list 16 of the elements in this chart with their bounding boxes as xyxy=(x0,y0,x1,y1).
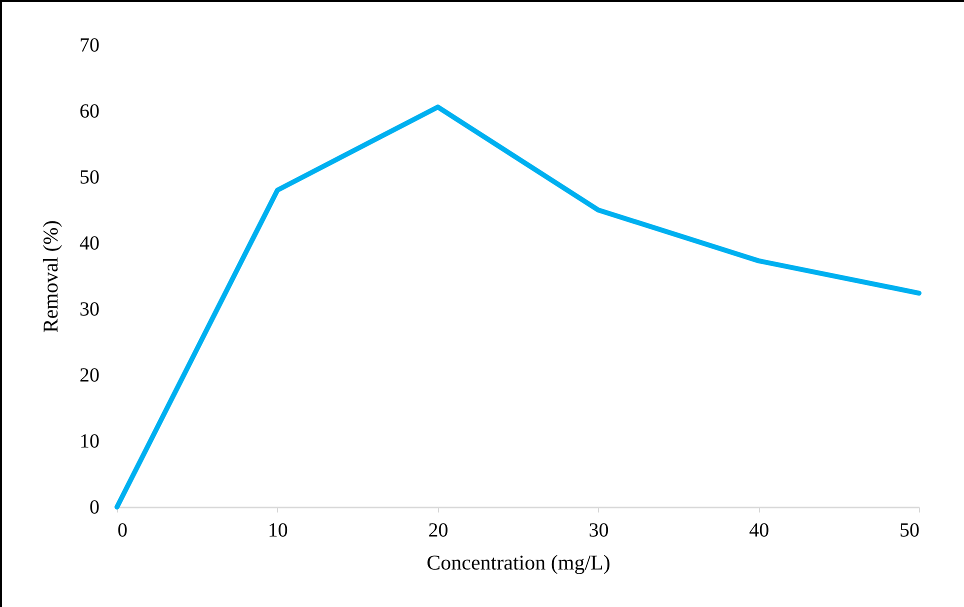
y-tick-label: 10 xyxy=(80,430,100,452)
y-tick-label: 0 xyxy=(90,496,100,518)
x-tick-label: 40 xyxy=(749,520,770,542)
x-tick-label: 30 xyxy=(588,520,609,542)
y-tick-label: 70 xyxy=(80,34,100,56)
x-tick-label: 0 xyxy=(118,520,128,542)
y-tick-label: 40 xyxy=(80,232,100,254)
x-tick-label: 50 xyxy=(900,520,920,542)
x-tick-label: 10 xyxy=(268,520,288,542)
y-tick-label: 30 xyxy=(80,298,100,320)
y-tick-label: 20 xyxy=(80,364,100,386)
x-tick-label: 20 xyxy=(428,520,448,542)
y-axis-title: Removal (%) xyxy=(38,220,62,333)
y-tick-label: 60 xyxy=(80,100,100,122)
y-tick-label: 50 xyxy=(80,166,100,188)
x-axis-title: Concentration (mg/L) xyxy=(426,550,610,574)
